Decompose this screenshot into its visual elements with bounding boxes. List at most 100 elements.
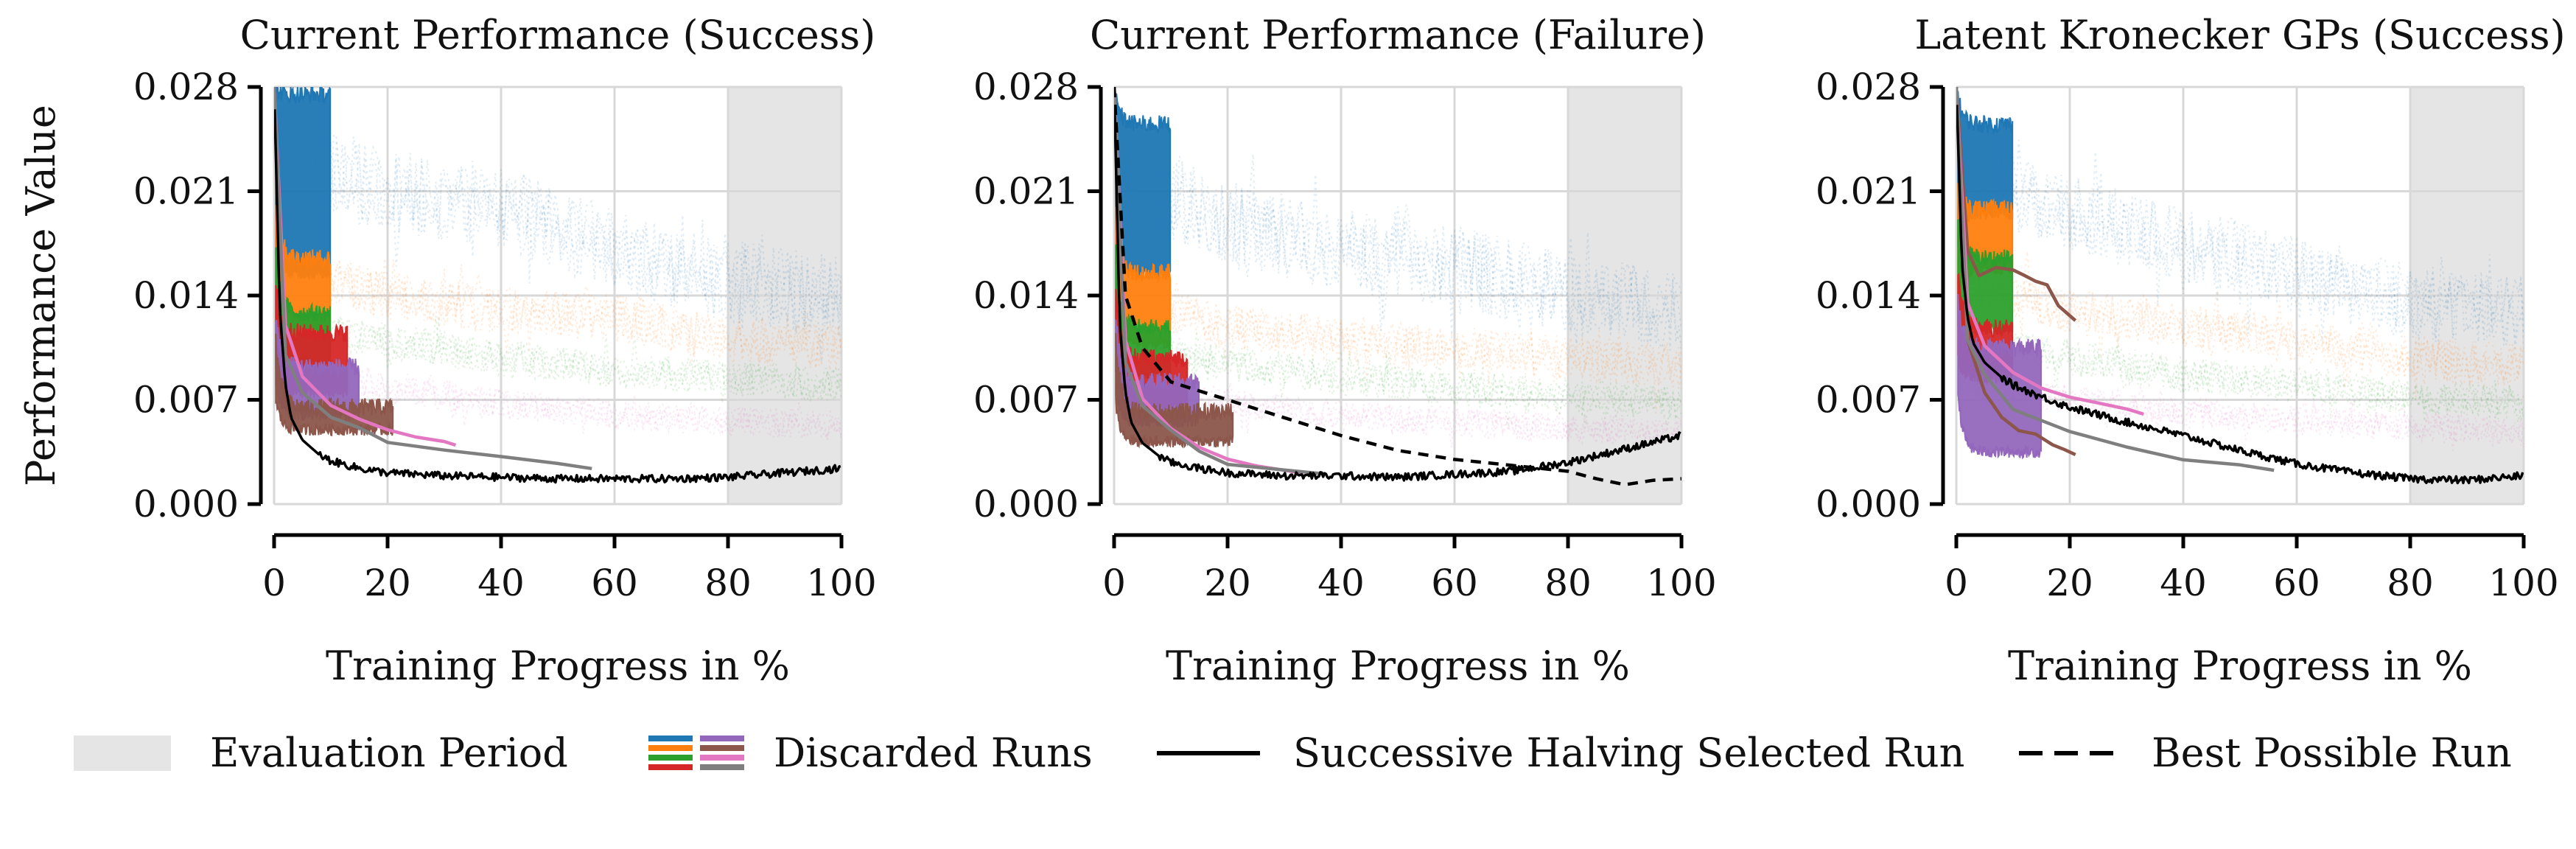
x-tick-label: 40: [2160, 562, 2207, 604]
background-run-2: [1961, 251, 2524, 388]
background-run-3: [1119, 329, 1681, 422]
chart-title: Current Performance (Failure): [1090, 12, 1706, 58]
background-run-2: [279, 252, 841, 366]
background-run-3: [279, 312, 841, 403]
background-run-2: [1119, 276, 1681, 385]
discarded-run-line-1: [1956, 87, 2077, 322]
chart-panel-2: 0.000 0.007 0.014 0.021 0.028 0 20 40 60 80 100 Cur…: [973, 12, 1717, 689]
background-run-1: [1961, 137, 2524, 343]
selected-run-line: [1956, 105, 2524, 485]
x-tick-label: 0: [262, 562, 286, 604]
x-tick-label: 100: [1646, 562, 1716, 604]
x-tick-label: 40: [1317, 562, 1365, 604]
legend-item-3: Successive Halving Selected Run: [1157, 730, 1964, 776]
discarded-run-line-3: [1956, 87, 2144, 416]
x-tick-label: 60: [591, 562, 638, 604]
x-tick-label: 20: [2046, 562, 2093, 604]
y-tick-label: 0.021: [1816, 170, 1921, 213]
chart-legend: Evaluation Period Discarded Runs Successiv…: [74, 730, 2512, 776]
y-axis-label: Performance Value: [18, 105, 64, 486]
chart-panel-3: 0.000 0.007 0.014 0.021 0.028 0 20 40 60 80 100 Lat…: [1816, 12, 2566, 689]
x-axis-label: Training Progress in %: [2008, 643, 2472, 689]
x-tick-label: 80: [1544, 562, 1592, 604]
legend-swatch-evaluation-period: [74, 736, 171, 771]
x-tick-label: 0: [1102, 562, 1126, 604]
legend-item-2: Discarded Runs: [648, 730, 1093, 776]
background-run-3: [1119, 324, 1681, 426]
background-run-2: [1119, 282, 1681, 389]
background-run-2: [1961, 263, 2524, 389]
y-tick-label: 0.007: [133, 379, 239, 422]
discarded-run-line-2: [274, 87, 592, 471]
discarded-run-band-6: [1115, 333, 1234, 449]
y-tick-label: 0.000: [133, 483, 239, 525]
x-tick-label: 40: [477, 562, 525, 604]
background-run-1: [279, 91, 841, 337]
legend-label: Successive Halving Selected Run: [1293, 730, 1964, 776]
background-run-1: [279, 111, 841, 335]
grid: [1113, 85, 1683, 506]
background-run-2: [279, 258, 841, 371]
selected-run-line: [1114, 111, 1681, 482]
y-tick-label: 0.014: [133, 274, 239, 317]
background-run-2: [1961, 258, 2524, 388]
y-tick-label: 0.007: [1816, 379, 1921, 422]
x-tick-label: 100: [806, 562, 876, 604]
x-tick-label: 100: [2488, 562, 2558, 604]
grid: [273, 85, 843, 506]
grid: [1955, 85, 2525, 506]
x-tick-label: 0: [1945, 562, 1968, 604]
x-tick-label: 80: [2387, 562, 2434, 604]
chart-title: Current Performance (Success): [240, 12, 876, 58]
x-tick-label: 80: [704, 562, 752, 604]
background-run-4: [1961, 375, 2524, 448]
discarded-run-line-2: [1114, 87, 1325, 476]
discarded-run-line-1: [1114, 87, 1302, 475]
legend-label: Best Possible Run: [2152, 730, 2512, 776]
plot-area: [274, 87, 841, 484]
background-run-4: [279, 357, 841, 441]
y-tick-label: 0.028: [973, 66, 1079, 108]
discarded-run-line-4: [1956, 87, 2275, 472]
background-run-3: [1961, 328, 2524, 423]
best-possible-run-line: [1114, 87, 1681, 486]
background-run-4: [279, 357, 841, 441]
y-tick-label: 0.014: [1816, 274, 1921, 317]
x-tick-label: 20: [1204, 562, 1251, 604]
background-run-1: [1961, 153, 2524, 346]
background-run-3: [279, 311, 841, 402]
discarded-run-line-1: [274, 87, 457, 447]
background-run-2: [279, 252, 841, 369]
y-tick-label: 0.014: [973, 274, 1079, 317]
background-run-1: [1119, 146, 1681, 352]
background-run-3: [1961, 325, 2524, 422]
background-run-3: [1119, 326, 1681, 428]
background-run-1: [279, 108, 841, 363]
y-tick-label: 0.007: [973, 379, 1079, 422]
legend-label: Evaluation Period: [210, 730, 568, 776]
background-run-2: [1119, 276, 1681, 413]
x-tick-label: 60: [2273, 562, 2320, 604]
plot-area: [1114, 87, 1681, 486]
y-tick-label: 0.000: [1816, 483, 1921, 525]
x-tick-label: 60: [1431, 562, 1478, 604]
chart-panels: 0.000 0.007 0.014 0.021 0.028 0 20 40 60 80 100 Cur…: [18, 12, 2566, 689]
y-tick-label: 0.021: [973, 170, 1079, 213]
background-run-1: [1119, 150, 1681, 346]
y-tick-label: 0.021: [133, 170, 239, 213]
background-run-4: [1119, 371, 1681, 447]
legend-item-4: Best Possible Run: [2019, 730, 2512, 776]
legend-label: Discarded Runs: [774, 730, 1093, 776]
y-tick-label: 0.028: [133, 66, 239, 108]
background-run-3: [1961, 316, 2524, 419]
background-run-4: [1119, 376, 1681, 448]
background-run-4: [279, 356, 841, 441]
background-run-3: [1119, 322, 1681, 427]
x-axis-label: Training Progress in %: [1166, 643, 1630, 689]
background-run-3: [279, 311, 841, 404]
chart-panel-1: 0.000 0.007 0.014 0.021 0.028 0 20 40 60 80 100 Cur…: [18, 12, 877, 689]
legend-item-1: Evaluation Period: [74, 730, 568, 776]
chart-title: Latent Kronecker GPs (Success): [1914, 12, 2565, 58]
plot-area: [1956, 87, 2524, 485]
